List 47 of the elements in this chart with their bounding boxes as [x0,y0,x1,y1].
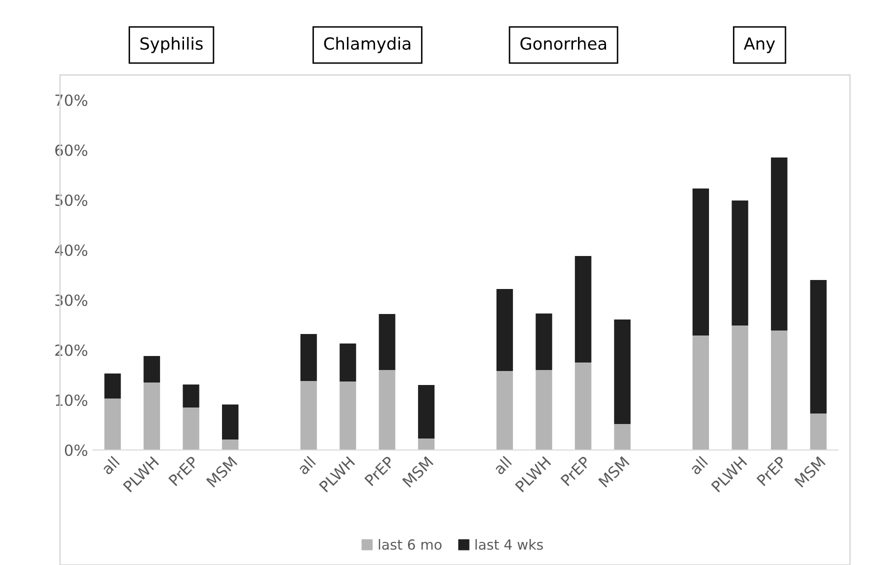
bar [692,336,709,450]
bar [104,398,121,450]
x-tick-label: all [296,456,316,476]
legend-label: last 4 wks [476,539,543,550]
bar [300,334,317,381]
bar [144,356,160,382]
y-tick-label: 20% [55,344,88,356]
bar [692,188,709,336]
bar [614,320,631,424]
y-tick-label: 30% [55,294,88,306]
legend-label: last 6 mo [378,539,442,550]
bar [770,158,788,330]
bar [418,385,435,438]
bar [536,314,552,370]
x-tick-label: all [688,456,708,476]
bar [496,371,513,450]
bar [810,280,827,414]
text: Any [744,37,775,54]
bar [574,362,592,450]
bar [732,326,748,450]
bar [222,440,238,450]
bar [418,438,435,450]
x-tick-label: all [492,456,512,476]
y-tick-label: 0% [64,444,88,456]
bar [182,408,200,450]
bar [614,424,631,450]
text: Chlamydia [324,36,410,54]
bar [144,382,160,450]
text: Syphilis [140,36,203,54]
bar [104,374,121,398]
bar [182,384,200,408]
x-tick-label: all [100,456,120,476]
bar [340,344,356,382]
bar [770,330,788,450]
bar [340,382,356,450]
y-tick-label: 60% [55,144,88,156]
bar [536,370,552,450]
bar [574,256,592,362]
bar [300,381,317,450]
bar [222,404,238,440]
bar [810,414,827,450]
bar [732,200,748,326]
text: Gonorrhea [520,36,606,50]
bar [378,314,396,370]
y-tick-label: 50% [55,194,88,206]
bar [378,370,396,450]
bar [496,289,513,371]
